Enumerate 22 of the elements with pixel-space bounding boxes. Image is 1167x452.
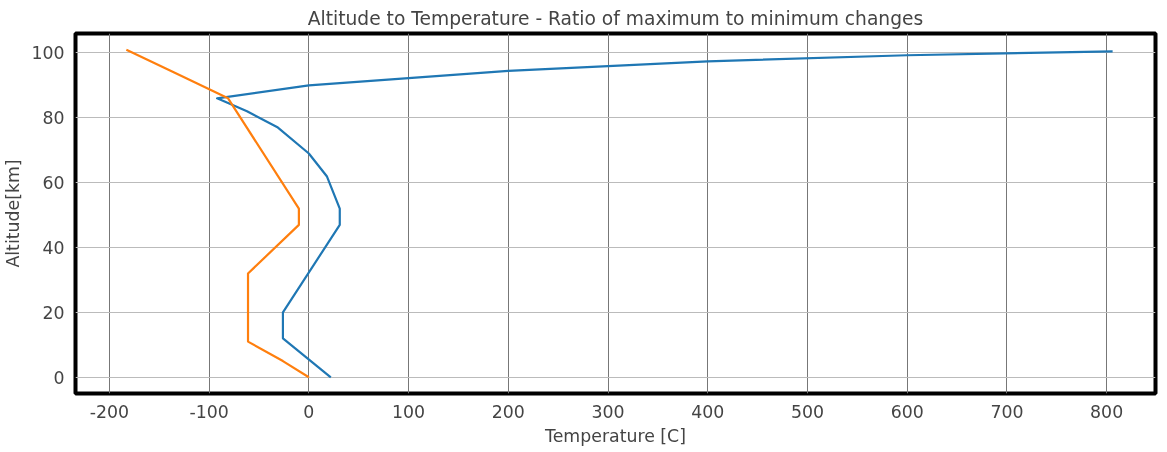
x-tick-label: 0 — [303, 401, 315, 422]
x-tick-label: 200 — [491, 401, 525, 422]
x-tick-label: -100 — [189, 401, 229, 422]
x-tick-label: 400 — [691, 401, 725, 422]
x-tick-label: 700 — [990, 401, 1024, 422]
y-axis-title: Altitude[km] — [3, 159, 24, 268]
x-tick-label: 600 — [890, 401, 924, 422]
y-tick-label: 100 — [31, 43, 65, 64]
x-tick-label: 800 — [1090, 401, 1124, 422]
chart-title: Altitude to Temperature - Ratio of maximum to minimum changes — [307, 7, 924, 29]
x-tick-label: 500 — [790, 401, 825, 422]
x-tick-label: -200 — [89, 401, 130, 422]
y-tick-label: 20 — [42, 302, 65, 323]
y-tick-label: 0 — [53, 367, 65, 388]
line-series — [125, 48, 310, 379]
x-tick-label: 300 — [591, 401, 625, 422]
x-axis-title: Temperature [C] — [544, 425, 686, 446]
y-tick-label: 80 — [42, 108, 65, 129]
y-tick-label: 60 — [42, 173, 65, 194]
y-tick-label: 40 — [42, 238, 65, 259]
x-tick-label: 100 — [392, 401, 426, 422]
line-series — [216, 50, 1114, 379]
